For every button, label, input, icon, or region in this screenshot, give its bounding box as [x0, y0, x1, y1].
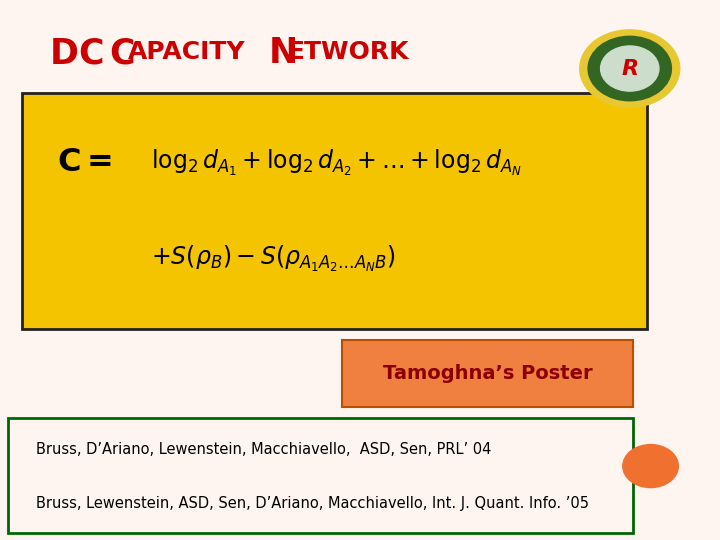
Text: C: C — [109, 36, 135, 70]
Circle shape — [580, 30, 680, 107]
Text: $+S(\rho_B) - S(\rho_{A_1 A_2 \ldots A_N B})$: $+S(\rho_B) - S(\rho_{A_1 A_2 \ldots A_N… — [150, 244, 395, 274]
Text: Bruss, D’Ariano, Lewenstein, Macchiavello,  ASD, Sen, PRL’ 04: Bruss, D’Ariano, Lewenstein, Macchiavell… — [36, 442, 492, 457]
Text: DC: DC — [50, 36, 117, 70]
Text: R: R — [621, 58, 639, 78]
Text: $\mathbf{C =}$: $\mathbf{C =}$ — [57, 147, 112, 178]
Text: ETWORK: ETWORK — [288, 40, 410, 64]
Circle shape — [623, 444, 678, 488]
Text: $\log_2 d_{A_1} + \log_2 d_{A_2} + \ldots + \log_2 d_{A_N}$: $\log_2 d_{A_1} + \log_2 d_{A_2} + \ldot… — [150, 147, 522, 178]
Text: Tamoghna’s Poster: Tamoghna’s Poster — [382, 363, 593, 383]
Text: Bruss, Lewenstein, ASD, Sen, D’Ariano, Macchiavello, Int. J. Quant. Info. ’05: Bruss, Lewenstein, ASD, Sen, D’Ariano, M… — [36, 496, 589, 511]
Circle shape — [600, 46, 659, 91]
FancyBboxPatch shape — [341, 340, 633, 407]
Text: APACITY: APACITY — [127, 40, 246, 64]
Circle shape — [588, 36, 672, 101]
FancyBboxPatch shape — [22, 93, 647, 329]
Text: N: N — [269, 36, 298, 70]
FancyBboxPatch shape — [9, 418, 633, 533]
